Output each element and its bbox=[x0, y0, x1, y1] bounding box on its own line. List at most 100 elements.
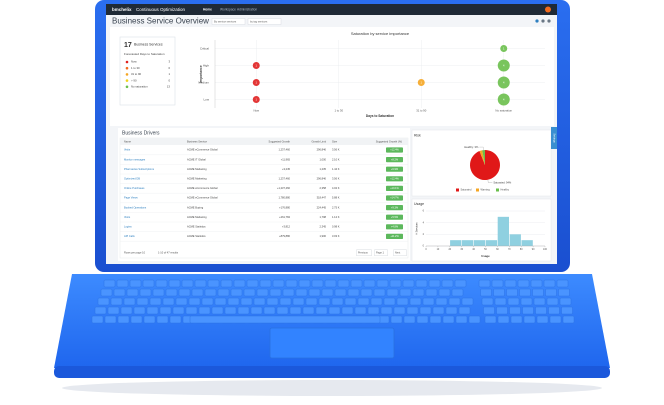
table-cell: 2.75 K bbox=[332, 205, 340, 209]
settings-tab[interactable] bbox=[551, 127, 557, 149]
histogram-bar[interactable] bbox=[473, 240, 486, 246]
column-header: Business Service bbox=[187, 139, 207, 143]
table-cell: 1,780,880 bbox=[278, 196, 290, 200]
key bbox=[269, 288, 282, 297]
bubble[interactable] bbox=[252, 96, 260, 103]
growth-badge bbox=[386, 166, 403, 172]
bubble[interactable] bbox=[497, 59, 510, 72]
table-cell: 0.98 K bbox=[332, 224, 340, 228]
leader-line bbox=[487, 179, 493, 183]
growth-badge bbox=[386, 195, 403, 201]
filter-dropdown[interactable] bbox=[247, 18, 282, 25]
slice-label: Healthy: 3% bbox=[464, 145, 479, 149]
key bbox=[162, 297, 175, 306]
avatar[interactable] bbox=[545, 6, 551, 13]
pager-label: Next bbox=[395, 252, 400, 255]
driver-link[interactable]: Optimized DB bbox=[124, 176, 140, 180]
key bbox=[318, 297, 331, 306]
filter-dropdown[interactable] bbox=[211, 18, 246, 25]
key bbox=[172, 306, 185, 315]
histogram-bar[interactable] bbox=[450, 240, 462, 246]
table-cell: 1,900 bbox=[320, 234, 327, 238]
key bbox=[185, 306, 198, 315]
pie-slice[interactable] bbox=[470, 150, 501, 181]
key bbox=[272, 279, 285, 288]
icon[interactable] bbox=[535, 19, 539, 23]
table-cell: 224,445 bbox=[317, 205, 327, 209]
shadow bbox=[62, 380, 602, 396]
key bbox=[168, 279, 181, 288]
key bbox=[383, 297, 396, 306]
key bbox=[458, 306, 471, 315]
key bbox=[428, 279, 441, 288]
key bbox=[461, 297, 474, 306]
column-header: Size bbox=[332, 139, 338, 143]
usage-panel bbox=[411, 198, 552, 262]
key bbox=[535, 306, 547, 315]
table-cell: 3.03 K bbox=[332, 234, 340, 238]
driver-link[interactable]: Logins bbox=[124, 224, 132, 228]
key bbox=[149, 297, 162, 306]
legend-dot bbox=[125, 79, 129, 82]
key bbox=[285, 279, 298, 288]
driver-link[interactable]: API Calls bbox=[124, 234, 135, 238]
pager-button[interactable] bbox=[356, 249, 372, 257]
settings-tab-label[interactable]: Settings bbox=[552, 133, 556, 143]
legend-dot bbox=[125, 85, 129, 89]
key bbox=[250, 306, 263, 315]
bubble[interactable] bbox=[417, 79, 425, 86]
laptop-lip bbox=[54, 366, 610, 378]
table-cell: ACME Marketing bbox=[187, 167, 207, 171]
icon[interactable] bbox=[541, 19, 545, 23]
key bbox=[561, 306, 573, 315]
table-cell: +3,812 bbox=[282, 224, 291, 228]
legend-label: > 90 bbox=[131, 78, 137, 82]
key bbox=[504, 279, 517, 288]
histogram-bar[interactable] bbox=[497, 216, 509, 246]
bubble[interactable] bbox=[252, 62, 260, 69]
bubble[interactable] bbox=[497, 93, 510, 106]
key bbox=[169, 315, 182, 324]
key bbox=[522, 306, 534, 315]
bubble[interactable] bbox=[497, 76, 510, 89]
histogram-bar[interactable] bbox=[485, 240, 498, 246]
growth-badge bbox=[386, 157, 403, 163]
driver-link[interactable]: Visits bbox=[124, 148, 131, 152]
nav-tab[interactable]: Home bbox=[203, 8, 212, 12]
histogram-bar[interactable] bbox=[509, 234, 521, 246]
key bbox=[94, 306, 107, 315]
legend-label: Now bbox=[131, 60, 138, 64]
key bbox=[350, 279, 363, 288]
slice-label: Saturated: 94% bbox=[493, 180, 512, 184]
bubble[interactable] bbox=[252, 79, 260, 86]
driver-link[interactable]: Monitor messages bbox=[124, 157, 146, 161]
pie-slice[interactable] bbox=[479, 150, 485, 165]
nav-tab[interactable]: Workspace bbox=[220, 8, 236, 12]
driver-link[interactable]: Booked Operations bbox=[124, 205, 147, 209]
legend-count: 0 bbox=[168, 78, 170, 82]
legend-label: 31 to 90 bbox=[131, 72, 142, 76]
key bbox=[91, 315, 104, 324]
driver-link[interactable]: Online Purchases bbox=[124, 186, 145, 190]
driver-link[interactable]: Page Views bbox=[124, 196, 138, 200]
growth-value: +10.1% bbox=[390, 187, 399, 190]
key bbox=[454, 279, 467, 288]
column-header: Growth Limit bbox=[311, 139, 326, 143]
histogram-bar[interactable] bbox=[521, 240, 533, 246]
key bbox=[308, 288, 321, 297]
growth-badge bbox=[386, 224, 403, 230]
driver-link[interactable]: Visits bbox=[124, 215, 131, 219]
pie-slice[interactable] bbox=[482, 150, 485, 165]
driver-link[interactable]: Pharmacies Subscriptions bbox=[124, 167, 155, 171]
icon[interactable] bbox=[547, 19, 551, 23]
key bbox=[324, 279, 337, 288]
pager-button[interactable] bbox=[393, 249, 407, 257]
key bbox=[120, 306, 133, 315]
nav-tab[interactable]: Administration bbox=[237, 8, 257, 12]
bubble[interactable] bbox=[500, 45, 508, 52]
pager-button[interactable] bbox=[374, 249, 388, 257]
key bbox=[412, 288, 425, 297]
histogram-bar[interactable] bbox=[462, 240, 474, 246]
growth-value: +14.7% bbox=[390, 197, 399, 200]
